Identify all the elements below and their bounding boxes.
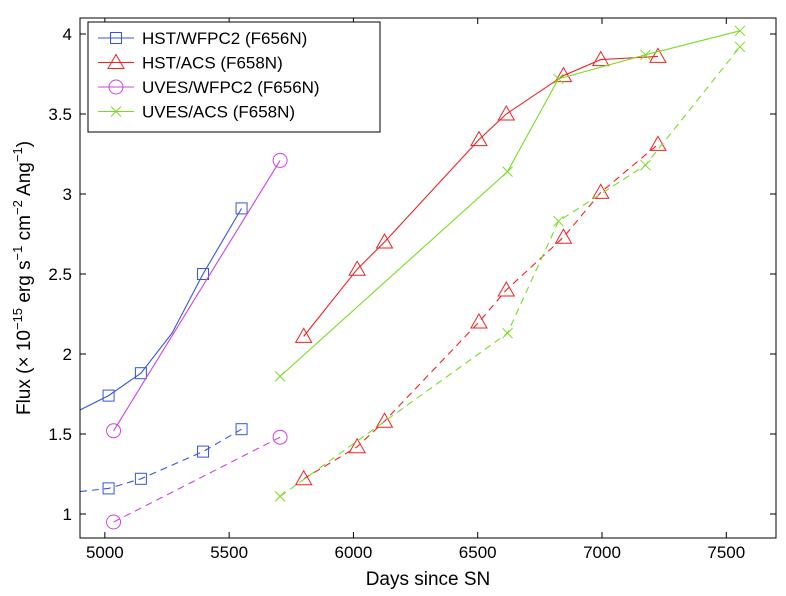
x-axis-label: Days since SN bbox=[366, 569, 491, 590]
y-tick-label-0: 1 bbox=[63, 505, 72, 524]
series-0-dashed-line bbox=[79, 428, 242, 493]
series-0-dashed-point-3 bbox=[235, 423, 248, 436]
legend-label-1: HST/ACS (F658N) bbox=[142, 54, 283, 73]
series-0-dashed-point-0 bbox=[102, 482, 115, 495]
series-1-solid-point-4 bbox=[497, 104, 516, 121]
series-3-dashed-point-4 bbox=[734, 41, 746, 53]
series-3-solid-point-3 bbox=[640, 49, 651, 61]
ticks-layer: 5000 5500 6000 6500 7000 7500 1 1.5 2 2.5 3 3.5 4 bbox=[48, 18, 776, 562]
series-0-dashed-point-2 bbox=[197, 445, 210, 458]
x-tick-label-1: 5500 bbox=[210, 543, 248, 562]
y-tick-label-2: 2 bbox=[63, 345, 72, 364]
y-label-unit-2: cm bbox=[14, 215, 35, 246]
legend-label-0: HST/WFPC2 (F656N) bbox=[142, 29, 307, 48]
series-1-dashed-point-5 bbox=[554, 228, 573, 244]
series-3-solid-point-4 bbox=[734, 25, 746, 37]
series-2-dashed-point-1 bbox=[272, 429, 288, 445]
legend-marker-3 bbox=[110, 106, 122, 117]
series-3-solid-point-1 bbox=[502, 166, 513, 177]
y-label-unit-1: erg s bbox=[14, 260, 35, 308]
series-1-dashed-point-2 bbox=[375, 412, 394, 428]
series-1-dashed-point-1 bbox=[348, 437, 367, 454]
legend-marker-2 bbox=[108, 79, 124, 95]
series-3-dashed-point-2 bbox=[553, 215, 564, 227]
series-3-dashed-point-3 bbox=[640, 159, 651, 171]
series-1-solid-point-0 bbox=[294, 327, 313, 343]
y-label-close: ) bbox=[14, 141, 35, 147]
x-tick-label-4: 7000 bbox=[583, 543, 621, 562]
legend-marker-1 bbox=[107, 53, 125, 69]
legend-label-3: UVES/ACS (F658N) bbox=[142, 103, 295, 122]
series-2-solid-point-0 bbox=[106, 423, 122, 439]
y-tick-label-6: 4 bbox=[63, 25, 72, 44]
series-1-dashed-point-7 bbox=[649, 135, 667, 151]
axes-box bbox=[79, 17, 777, 539]
y-tick-label-4: 3 bbox=[63, 185, 72, 204]
series-3-dashed-point-1 bbox=[502, 327, 513, 339]
series-2-dashed-point-0 bbox=[106, 514, 122, 530]
x-tick-label-2: 6000 bbox=[335, 543, 373, 562]
y-label-exp-3: −2 bbox=[10, 200, 25, 215]
series-1-dashed-point-0 bbox=[294, 469, 313, 486]
y-axis-label: Flux (× 10−15 erg s−1 cm−2 Ang−1) bbox=[10, 141, 35, 415]
x-tick-label-3: 6500 bbox=[459, 543, 497, 562]
y-label-exp-1: −15 bbox=[10, 308, 25, 330]
series-1-dashed-point-4 bbox=[497, 280, 516, 297]
legend-box bbox=[87, 21, 381, 133]
series-0-solid-point-1 bbox=[134, 367, 147, 380]
series-1-solid-point-5 bbox=[554, 66, 573, 83]
series-3-solid-point-0 bbox=[274, 371, 286, 382]
series-2 bbox=[106, 152, 288, 530]
legend-entry-1: HST/ACS (F658N) bbox=[98, 53, 283, 73]
series-0 bbox=[79, 202, 248, 495]
series-3-solid-point-2 bbox=[553, 73, 564, 85]
x-tick-label-0: 5000 bbox=[86, 543, 124, 562]
legend-entry-3: UVES/ACS (F658N) bbox=[98, 103, 295, 122]
series-0-dashed-point-1 bbox=[134, 472, 147, 485]
series-0-solid-point-2 bbox=[197, 268, 210, 280]
y-tick-label-5: 3.5 bbox=[48, 105, 72, 124]
series-1-solid-point-1 bbox=[348, 260, 367, 276]
series-1-solid-point-7 bbox=[649, 47, 667, 63]
y-tick-label-1: 1.5 bbox=[48, 425, 72, 444]
y-tick-label-3: 2.5 bbox=[48, 265, 72, 284]
series-2-solid-line bbox=[113, 160, 281, 432]
series-1-dashed-line bbox=[303, 143, 659, 480]
legend-marker-0 bbox=[110, 32, 122, 44]
legend-label-2: UVES/WFPC2 (F656N) bbox=[142, 78, 320, 97]
legend: HST/WFPC2 (F656N) HST/ACS (F658N) UVES/WFP… bbox=[87, 21, 381, 133]
legend-entry-2: UVES/WFPC2 (F656N) bbox=[98, 78, 320, 97]
y-label-exp-2: −1 bbox=[10, 246, 25, 261]
series-1 bbox=[294, 47, 667, 486]
y-label-exp-4: −1 bbox=[10, 147, 25, 162]
series-1-solid-point-3 bbox=[470, 130, 488, 147]
series-1-solid-point-6 bbox=[591, 50, 610, 67]
x-tick-label-5: 7500 bbox=[707, 543, 745, 562]
series-layer bbox=[79, 25, 746, 530]
series-1-dashed-point-3 bbox=[470, 312, 488, 329]
series-3-dashed-point-0 bbox=[274, 491, 286, 502]
series-0-solid-point-0 bbox=[102, 389, 115, 402]
series-3 bbox=[274, 25, 746, 502]
series-2-solid-point-1 bbox=[272, 152, 288, 168]
y-label-unit-3: Ang bbox=[14, 162, 35, 200]
series-0-solid-point-3 bbox=[235, 202, 248, 215]
series-0-solid-line bbox=[79, 208, 243, 411]
y-label-main: Flux (× 10 bbox=[14, 330, 35, 415]
legend-entry-0: HST/WFPC2 (F656N) bbox=[98, 29, 307, 48]
series-1-solid-point-2 bbox=[375, 232, 394, 249]
